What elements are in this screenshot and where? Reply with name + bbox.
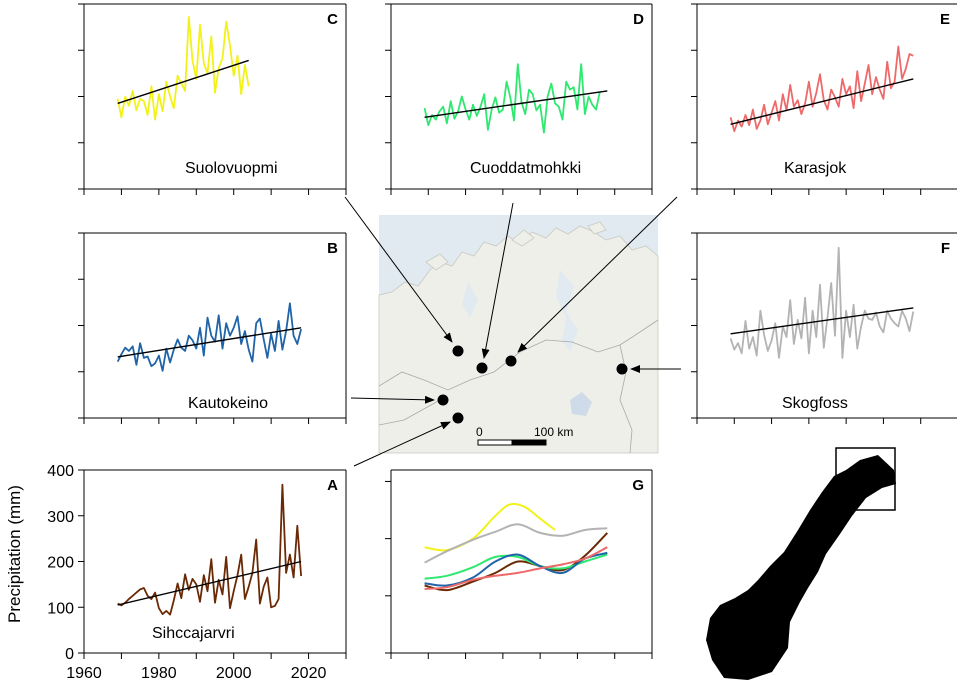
arrow-kautokeino [350,395,435,404]
x-tick-label: 1960 [66,665,102,682]
trend-line [730,78,914,125]
arrow-sihccajarvri [353,421,451,467]
panel-letter: G [632,477,644,494]
series-line [729,45,914,133]
y-axis-label: Precipitation (mm) [5,485,24,623]
station-dot-sihccajarvri [452,412,464,424]
series-line [424,551,608,587]
station-dot-cuoddatmohkki [476,362,488,374]
map-island [425,253,449,271]
trend-line [117,327,302,358]
arrow-suolovuopmi [344,196,453,343]
series-line [423,63,601,134]
arrow-karasjok [517,196,678,353]
panel-C: C Suolovuopmi [78,3,347,195]
map-lake [570,392,592,416]
panel-letter: C [327,11,338,28]
map-island [511,229,535,247]
map-border [619,344,633,454]
panel-G: G [385,469,653,659]
scale-zero-label: 0 [476,425,483,439]
series-line [424,502,556,552]
station-label: Sihccajarvri [152,625,235,642]
study-area-box [835,447,896,511]
station-label: Karasjok [784,160,847,177]
series-line [116,302,302,372]
norway-silhouette [706,455,896,680]
series-line [424,523,608,564]
trend-line [117,560,302,606]
x-tick-label: 2000 [216,665,252,682]
map-border [378,399,441,426]
map-fjord [556,270,578,352]
connector-arrows [344,196,681,467]
panel-letter: B [327,240,338,257]
panel-D: D Cuoddatmohkki [385,3,653,195]
y-tick-label: 300 [47,509,74,526]
station-dot-karasjok [505,355,517,367]
panel-A: 1960 1980 2000 2020 0 100 200 300 400 A Sihccajarv… [47,463,347,682]
arrow-cuoddatmohkki [481,202,514,359]
station-label: Suolovuopmi [185,160,278,177]
scale-end-label: 100 km [534,425,573,439]
x-tick-label: 1980 [141,665,177,682]
y-tick-label: 0 [65,646,74,663]
panel-letter: E [940,11,950,28]
panel-E: E Karasjok [691,3,957,195]
map-island [587,221,607,235]
panel-letter: A [327,477,338,494]
y-tick-label: 100 [47,600,74,617]
trend-line [424,90,608,118]
trend-line [730,307,914,335]
series-line [729,246,915,359]
map-fjord [462,282,478,318]
series-line [116,15,250,121]
map-inset: 0 100 km [378,215,659,454]
series-line [424,553,608,580]
station-label: Cuoddatmohkki [470,160,581,177]
panel-letter: D [633,11,644,28]
y-tick-label: 400 [47,463,74,480]
scale-bar: 0 100 km [476,425,573,446]
station-dot-suolovuopmi [452,345,464,357]
trend-line [117,59,249,105]
panel-letter: F [941,240,950,257]
series-line [117,483,302,616]
station-label: Skogfoss [782,395,848,412]
panel-F: F Skogfoss [691,232,957,424]
station-label: Kautokeino [188,395,268,412]
station-dot-skogfoss [616,363,628,375]
panel-B: B Kautokeino [78,232,347,424]
series-line [424,546,608,590]
y-tick-label: 200 [47,555,74,572]
station-dot-kautokeino [437,394,449,406]
x-tick-label: 2020 [291,665,327,682]
norway-overview-map [706,447,896,680]
